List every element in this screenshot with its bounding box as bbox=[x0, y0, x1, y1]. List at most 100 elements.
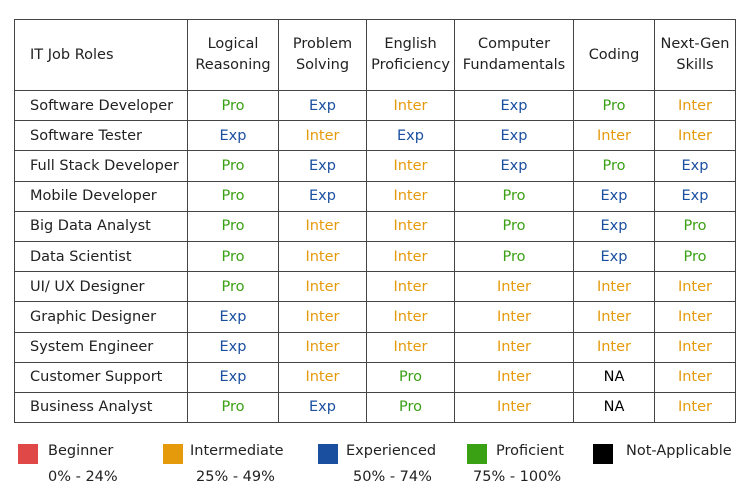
table-row: Software Tester Exp Inter Exp Exp Inter Inter bbox=[14, 120, 736, 152]
skill-level: Inter bbox=[596, 127, 632, 144]
header-job-roles: IT Job Roles bbox=[14, 19, 188, 91]
skill-level: Inter bbox=[496, 308, 532, 325]
skill-level: Inter bbox=[393, 188, 428, 205]
skill-level-cell: Exp bbox=[187, 301, 279, 333]
job-role-cell: Graphic Designer bbox=[14, 301, 188, 333]
skill-level: Pro bbox=[398, 399, 422, 416]
skill-level-cell: Inter bbox=[654, 89, 736, 122]
skill-level: Exp bbox=[309, 399, 336, 416]
job-role-cell: Full Stack Developer bbox=[14, 150, 188, 182]
skill-level-cell: Exp bbox=[187, 331, 279, 363]
legend-range: 0% - 24% bbox=[48, 469, 118, 485]
skill-level-cell: Pro bbox=[454, 240, 574, 273]
skill-level-cell: Inter bbox=[366, 271, 455, 303]
skill-level: Exp bbox=[681, 188, 709, 205]
skill-level: Exp bbox=[309, 188, 336, 205]
skill-level: Exp bbox=[309, 97, 336, 114]
skill-level: Inter bbox=[305, 308, 340, 325]
skill-level: Pro bbox=[221, 218, 245, 235]
skill-level: Exp bbox=[500, 97, 528, 114]
skill-level-cell: Pro bbox=[366, 391, 455, 424]
intermediate-swatch bbox=[163, 444, 183, 464]
skill-level-cell: Inter bbox=[278, 240, 367, 273]
job-role-cell: UI/ UX Designer bbox=[14, 271, 188, 303]
skill-level-cell: Exp bbox=[454, 150, 574, 182]
skill-level: Inter bbox=[305, 248, 340, 265]
skill-level: Pro bbox=[221, 157, 245, 174]
skill-level-cell: NA bbox=[573, 361, 655, 393]
job-role-cell: Business Analyst bbox=[14, 391, 188, 424]
table-row: Business Analyst Pro Exp Pro Inter NA Inter bbox=[14, 391, 736, 424]
legend: Beginner 0% - 24% Intermediate 25% - 49%… bbox=[0, 440, 750, 500]
skill-level: Inter bbox=[596, 339, 632, 356]
skill-level-cell: Inter bbox=[366, 89, 455, 122]
legend-label: Beginner bbox=[48, 443, 114, 459]
skill-level-cell: Inter bbox=[454, 271, 574, 303]
skill-level: NA bbox=[603, 399, 625, 416]
skill-level-cell: Pro bbox=[454, 210, 574, 242]
skill-level-cell: Exp bbox=[454, 120, 574, 152]
skill-level-cell: Inter bbox=[654, 120, 736, 152]
skill-level-cell: Exp bbox=[573, 180, 655, 212]
skill-level-cell: Inter bbox=[573, 120, 655, 152]
skill-level-cell: Exp bbox=[573, 240, 655, 273]
skill-level: Exp bbox=[219, 339, 247, 356]
skill-level: Inter bbox=[305, 369, 340, 386]
skill-level: Inter bbox=[677, 399, 713, 416]
job-role-cell: Mobile Developer bbox=[14, 180, 188, 212]
skill-level: Inter bbox=[677, 278, 713, 295]
skill-level-cell: Inter bbox=[366, 331, 455, 363]
skill-level-cell: Exp bbox=[454, 89, 574, 122]
skill-level-cell: Inter bbox=[278, 120, 367, 152]
skill-level: Exp bbox=[309, 157, 336, 174]
skill-level: Inter bbox=[596, 278, 632, 295]
legend-range: 75% - 100% bbox=[473, 469, 562, 485]
skill-level: Inter bbox=[596, 308, 632, 325]
skill-level-cell: Pro bbox=[187, 150, 279, 182]
skill-level-cell: Inter bbox=[454, 391, 574, 424]
skill-level: Exp bbox=[397, 127, 424, 144]
skill-level-cell: Inter bbox=[454, 331, 574, 363]
table-row: System Engineer Exp Inter Inter Inter Inter In… bbox=[14, 331, 736, 363]
skill-level-cell: Inter bbox=[366, 240, 455, 273]
skill-level: Exp bbox=[500, 157, 528, 174]
header-row: IT Job Roles Logical Reasoning Problem Sol… bbox=[14, 19, 736, 91]
skill-level-cell: Pro bbox=[366, 361, 455, 393]
skill-level: Inter bbox=[305, 339, 340, 356]
skill-level: Pro bbox=[221, 97, 245, 114]
skill-level: Inter bbox=[393, 248, 428, 265]
skill-level: Pro bbox=[683, 248, 707, 265]
skill-level-cell: Pro bbox=[654, 240, 736, 273]
skill-level-cell: Inter bbox=[366, 301, 455, 333]
skill-level-cell: Inter bbox=[278, 271, 367, 303]
beginner-swatch bbox=[18, 444, 38, 464]
skill-level-cell: NA bbox=[573, 391, 655, 424]
not-applicable-swatch bbox=[593, 444, 613, 464]
skill-level-cell: Exp bbox=[187, 361, 279, 393]
header-logical-reasoning: Logical Reasoning bbox=[187, 19, 279, 91]
skill-level-cell: Inter bbox=[654, 271, 736, 303]
header-problem-solving: Problem Solving bbox=[278, 19, 367, 91]
skill-level-cell: Pro bbox=[454, 180, 574, 212]
skill-level: Pro bbox=[221, 278, 245, 295]
skill-level: Exp bbox=[219, 127, 247, 144]
skill-level: Pro bbox=[221, 188, 245, 205]
table-row: UI/ UX Designer Pro Inter Inter Inter Inter In… bbox=[14, 271, 736, 303]
skill-level-cell: Inter bbox=[454, 361, 574, 393]
skill-level-cell: Inter bbox=[366, 180, 455, 212]
skill-level: Pro bbox=[221, 248, 245, 265]
skill-level-cell: Inter bbox=[654, 361, 736, 393]
skill-level: Exp bbox=[500, 127, 528, 144]
table-row: Software Developer Pro Exp Inter Exp Pro Inter bbox=[14, 89, 736, 122]
skill-level-cell: Inter bbox=[573, 331, 655, 363]
skill-level: Inter bbox=[393, 308, 428, 325]
skill-level: Pro bbox=[502, 248, 526, 265]
skill-level: Pro bbox=[221, 399, 245, 416]
skill-level-cell: Pro bbox=[187, 271, 279, 303]
skill-level-cell: Inter bbox=[278, 331, 367, 363]
table-row: Data Scientist Pro Inter Inter Pro Exp Pro bbox=[14, 240, 736, 273]
skill-level-cell: Exp bbox=[366, 120, 455, 152]
proficient-swatch bbox=[467, 444, 487, 464]
skill-level-cell: Pro bbox=[187, 180, 279, 212]
skills-table: IT Job Roles Logical Reasoning Problem Sol… bbox=[14, 19, 736, 424]
